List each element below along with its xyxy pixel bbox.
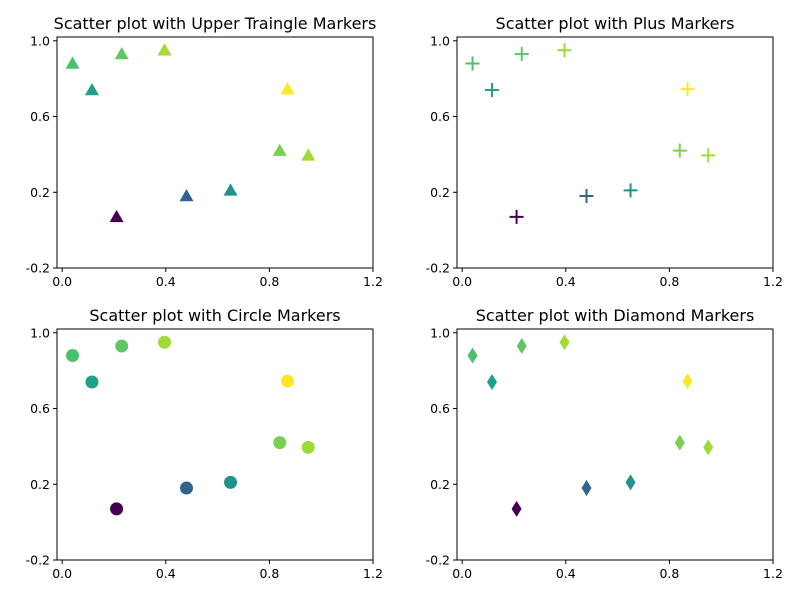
y-tick-label: -0.2: [26, 261, 50, 276]
data-point-diamond: [703, 439, 714, 456]
y-tick-label: 0.2: [430, 185, 450, 200]
data-point-circle: [157, 335, 171, 349]
y-tick-label: -0.2: [26, 553, 50, 568]
subplot-plus: Scatter plot with Plus Markers 0.0 0.4 0.8…: [426, 14, 783, 289]
data-point-circle: [85, 375, 99, 389]
data-point-plus: [672, 143, 687, 158]
data-point-triangle: [114, 47, 129, 60]
x-tick-label: 0.4: [156, 566, 176, 581]
y-tick-label: 0.6: [430, 401, 450, 416]
y-tick-label: 0.6: [30, 109, 50, 124]
subplot-title: Scatter plot with Plus Markers: [496, 14, 735, 33]
data-point-triangle: [179, 189, 194, 202]
data-point-triangle: [65, 56, 80, 69]
data-point-diamond: [581, 480, 592, 497]
x-tick-label: 1.2: [763, 274, 783, 289]
data-point-triangle: [272, 143, 287, 156]
x-tick-label: 0.8: [659, 566, 679, 581]
x-tick-label: 0.8: [659, 274, 679, 289]
data-point-plus: [701, 148, 716, 163]
data-point-diamond: [511, 500, 522, 517]
axes-frame: [456, 328, 774, 561]
data-point-diamond: [516, 338, 527, 355]
data-point-plus: [623, 183, 638, 198]
y-tick-label: 1.0: [430, 325, 450, 340]
x-tick-label: 0.0: [452, 566, 472, 581]
data-point-diamond: [486, 374, 497, 391]
subplot-title: Scatter plot with Circle Markers: [89, 306, 340, 325]
data-point-circle: [273, 436, 287, 450]
data-point-circle: [110, 502, 124, 516]
data-point-triangle: [109, 209, 124, 223]
x-tick-label: 0.4: [156, 274, 176, 289]
axes-frame: [56, 328, 374, 561]
data-point-diamond: [674, 434, 685, 451]
data-point-diamond: [559, 334, 570, 351]
data-point-plus: [509, 209, 524, 224]
axes-frame: [56, 36, 374, 269]
subplot-diamond: Scatter plot with Diamond Markers 0.0 0.4…: [426, 306, 783, 581]
y-tick-label: -0.2: [426, 261, 450, 276]
data-point-triangle: [280, 82, 295, 95]
x-tick-label: 1.2: [363, 566, 383, 581]
x-tick-label: 0.0: [52, 274, 72, 289]
data-point-plus: [465, 56, 480, 71]
data-point-triangle: [157, 43, 172, 56]
x-tick-label: 0.8: [259, 274, 279, 289]
data-point-circle: [66, 349, 80, 363]
y-tick-label: -0.2: [426, 553, 450, 568]
x-tick-label: 0.0: [452, 274, 472, 289]
data-point-diamond: [682, 373, 693, 390]
x-tick-label: 1.2: [763, 566, 783, 581]
subplot-title: Scatter plot with Upper Traingle Markers: [54, 14, 377, 33]
subplot-circle: Scatter plot with Circle Markers 0.0 0.4 0…: [26, 306, 383, 581]
data-point-triangle: [223, 183, 238, 196]
x-tick-label: 0.8: [259, 566, 279, 581]
y-tick-label: 0.2: [30, 185, 50, 200]
data-point-plus: [579, 189, 594, 204]
data-point-plus: [557, 43, 572, 58]
y-tick-label: 0.2: [430, 477, 450, 492]
data-point-circle: [180, 481, 194, 495]
data-point-diamond: [625, 474, 636, 491]
y-tick-label: 0.6: [430, 109, 450, 124]
y-tick-label: 1.0: [430, 33, 450, 48]
x-tick-label: 1.2: [363, 274, 383, 289]
x-tick-label: 0.4: [556, 566, 576, 581]
data-point-triangle: [84, 83, 99, 96]
data-point-circle: [301, 440, 315, 454]
data-point-plus: [484, 83, 499, 98]
x-tick-label: 0.4: [556, 274, 576, 289]
y-tick-label: 1.0: [30, 33, 50, 48]
data-point-circle: [281, 374, 295, 388]
x-tick-label: 0.0: [52, 566, 72, 581]
y-tick-label: 0.6: [30, 401, 50, 416]
subplot-triangle: Scatter plot with Upper Traingle Markers…: [26, 14, 383, 289]
y-tick-label: 0.2: [30, 477, 50, 492]
data-point-circle: [115, 339, 129, 353]
y-tick-label: 1.0: [30, 325, 50, 340]
data-point-triangle: [301, 148, 316, 161]
data-point-circle: [224, 475, 238, 489]
data-point-plus: [680, 82, 695, 97]
subplot-title: Scatter plot with Diamond Markers: [476, 306, 755, 325]
data-point-plus: [514, 47, 529, 62]
axes-frame: [456, 36, 774, 269]
data-point-diamond: [467, 347, 478, 364]
